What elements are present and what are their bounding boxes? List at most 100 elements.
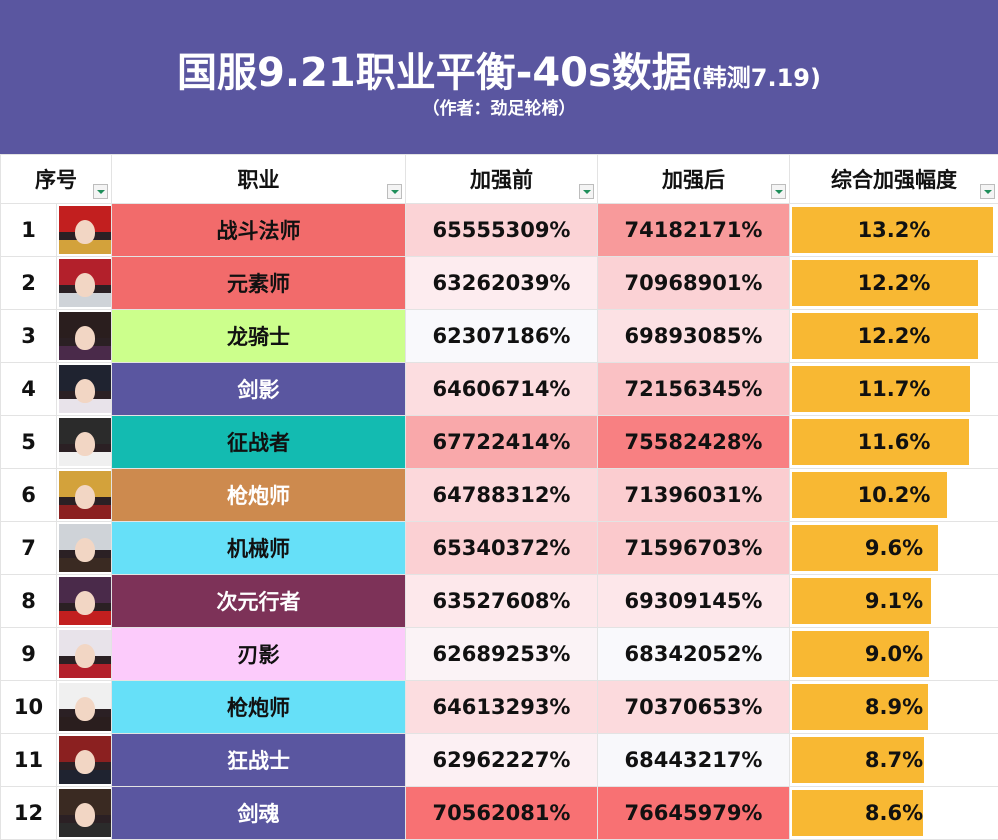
job-name: 龙骑士 [112,310,406,363]
avatar [59,789,111,837]
avatar-cell [57,310,112,363]
before-value: 64606714% [406,363,598,416]
title-suffix: (韩测7.19) [692,64,821,92]
avatar [59,736,111,784]
after-value: 68443217% [598,734,790,787]
avatar [59,577,111,625]
before-value: 67722414% [406,416,598,469]
ratio-cell: 10.2% [790,469,998,522]
avatar-face [75,273,95,297]
ratio-cell: 13.2% [790,204,998,257]
ratio-cell: 12.2% [790,257,998,310]
row-index: 5 [1,416,57,469]
avatar [59,312,111,360]
avatar-cell [57,734,112,787]
filter-dropdown-icon[interactable] [387,184,402,199]
avatar-cell [57,787,112,840]
author-line: （作者：劲足轮椅） [0,94,998,119]
after-value: 70370653% [598,681,790,734]
avatar [59,471,111,519]
ratio-value: 9.0% [790,629,998,679]
before-value: 64788312% [406,469,598,522]
title-banner: 国服9.21职业平衡-40s数据(韩测7.19) （作者：劲足轮椅） [0,0,998,154]
job-name: 枪炮师 [112,469,406,522]
header-row: 序号 职业 加强前 加强后 综合加强幅度 [1,155,998,204]
column-header-job: 职业 [112,155,406,204]
column-header-after: 加强后 [598,155,790,204]
ratio-cell: 8.9% [790,681,998,734]
job-name: 战斗法师 [112,204,406,257]
avatar [59,259,111,307]
job-name: 枪炮师 [112,681,406,734]
avatar [59,630,111,678]
avatar-face [75,485,95,509]
row-index: 2 [1,257,57,310]
filter-dropdown-icon[interactable] [771,184,786,199]
row-index: 10 [1,681,57,734]
avatar-face [75,803,95,827]
filter-dropdown-icon[interactable] [93,184,108,199]
ratio-value: 10.2% [790,470,998,520]
job-name: 元素师 [112,257,406,310]
avatar-face [75,538,95,562]
after-value: 75582428% [598,416,790,469]
row-index: 11 [1,734,57,787]
row-index: 12 [1,787,57,840]
avatar-cell [57,575,112,628]
ratio-cell: 9.0% [790,628,998,681]
after-value: 69309145% [598,575,790,628]
avatar [59,524,111,572]
after-value: 71396031% [598,469,790,522]
column-header-job-label: 职业 [238,168,280,192]
ratio-cell: 8.6% [790,787,998,840]
filter-dropdown-icon[interactable] [980,184,995,199]
after-value: 72156345% [598,363,790,416]
ratio-cell: 9.6% [790,522,998,575]
job-name: 次元行者 [112,575,406,628]
avatar-cell [57,522,112,575]
avatar-face [75,379,95,403]
job-name: 剑魂 [112,787,406,840]
ratio-cell: 12.2% [790,310,998,363]
avatar-cell [57,257,112,310]
after-value: 71596703% [598,522,790,575]
job-name: 机械师 [112,522,406,575]
ratio-value: 8.7% [790,735,998,785]
ratio-cell: 11.6% [790,416,998,469]
before-value: 70562081% [406,787,598,840]
avatar-cell [57,416,112,469]
job-name: 征战者 [112,416,406,469]
ratio-value: 12.2% [790,258,998,308]
column-header-ratio: 综合加强幅度 [790,155,998,204]
column-header-index-label: 序号 [35,168,77,192]
column-header-after-label: 加强后 [662,168,725,192]
ratio-value: 9.1% [790,576,998,626]
job-name: 狂战士 [112,734,406,787]
avatar-cell [57,204,112,257]
before-value: 62962227% [406,734,598,787]
avatar [59,683,111,731]
avatar-cell [57,363,112,416]
row-index: 4 [1,363,57,416]
after-value: 70968901% [598,257,790,310]
filter-dropdown-icon[interactable] [579,184,594,199]
after-value: 69893085% [598,310,790,363]
before-value: 63262039% [406,257,598,310]
before-value: 62307186% [406,310,598,363]
ratio-value: 13.2% [790,205,998,255]
before-value: 62689253% [406,628,598,681]
before-value: 64613293% [406,681,598,734]
avatar-cell [57,681,112,734]
before-value: 65555309% [406,204,598,257]
avatar-face [75,220,95,244]
job-name: 剑影 [112,363,406,416]
row-index: 3 [1,310,57,363]
